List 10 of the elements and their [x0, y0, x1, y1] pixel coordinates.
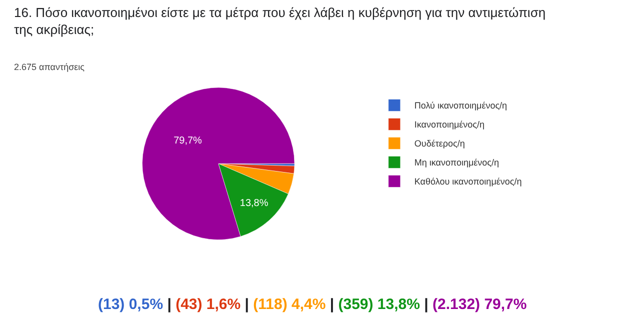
legend-label: Μη ικανοποιημένος/η: [414, 158, 500, 168]
legend-label: Ικανοποιημένος/η: [414, 120, 485, 130]
legend-label: Πολύ ικανοποιημένος/η: [414, 100, 508, 111]
text: (13) 0,5% | (43) 1,6% | (118) 4,4% | (359) 13,8% | (2.132) 79,7%: [98, 296, 527, 313]
text: 2.675 απαντήσεις: [14, 62, 86, 72]
legend-label: Ουδέτερος/η: [414, 138, 465, 149]
data-label: 13,8%: [240, 198, 268, 210]
chart-title: 16. Πόσο ικανοποιημένοι είστε με τα μέτρα που έχει λάβει η κυβέρνηση για την αντιμετώπιση της ακρίβειας;: [14, 5, 546, 37]
legend-label: Καθόλου ικανοποιημένος/η: [414, 176, 522, 187]
data-label: 79,7%: [174, 135, 202, 146]
